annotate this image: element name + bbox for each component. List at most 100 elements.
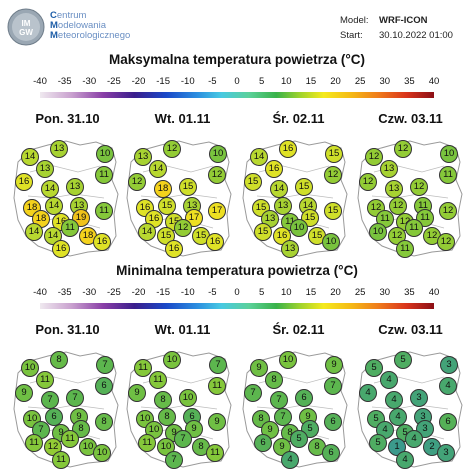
start-label: Start: [340,30,363,41]
temperature-marker: 9 [128,384,146,402]
scale-tick-label: 15 [305,287,317,298]
section-title: Minimalna temperatura powietrza (°C) [116,263,358,278]
temperature-marker: 15 [244,173,262,191]
temperature-marker: 8 [308,438,326,456]
temperature-marker: 9 [208,413,226,431]
temperature-marker: 15 [324,202,342,220]
temperature-marker: 4 [396,451,414,469]
temperature-marker: 12 [437,233,455,251]
section-title: Maksymalna temperatura powietrza (°C) [109,52,365,67]
temperature-marker: 16 [206,233,224,251]
temperature-marker: 13 [134,148,152,166]
temperature-marker: 4 [380,371,398,389]
forecast-map: 12 12 10 13 11 12 13 12 12 12 11 11 12 11 12 10 12 11 12 11… [352,132,464,258]
temperature-marker: 8 [50,351,68,369]
forecast-map: 14 16 15 16 12 15 14 15 15 13 14 13 11 15 15 15 16 10 15 13… [237,132,349,258]
scale-tick-label: -25 [107,76,121,87]
temperature-marker: 6 [324,413,342,431]
forecast-map: 10 8 7 11 6 9 7 7 10 6 9 7 9 8 8 11 12 11 10 11 10 [8,343,120,469]
temperature-marker: 12 [365,148,383,166]
temperature-marker: 4 [359,384,377,402]
temperature-marker: 11 [25,434,43,452]
scale-tick-label: 30 [379,76,391,87]
scale-tick-label: 0 [234,287,240,298]
temperature-marker: 5 [394,351,412,369]
temperature-marker: 5 [369,434,387,452]
scale-tick-label: -5 [208,287,217,298]
temperature-marker: 12 [174,219,192,237]
temperature-marker: 16 [265,160,283,178]
scale-tick-label: -20 [131,76,146,87]
temperature-marker: 11 [95,202,113,220]
temperature-marker: 10 [369,223,387,241]
temperature-marker: 13 [380,160,398,178]
temperature-marker: 3 [437,444,455,462]
scale-tick-label: 35 [404,76,415,87]
temperature-marker: 7 [209,356,227,374]
temperature-marker: 7 [270,391,288,409]
forecast-map: 9 10 9 8 7 7 7 6 8 7 9 9 8 5 6 6 9 5 8 4 6 [237,343,349,469]
scale-tick-label: 5 [258,76,265,87]
temperature-marker: 8 [265,371,283,389]
temperature-marker: 16 [15,173,33,191]
day-label: Śr. 02.11 [272,322,325,337]
scale-tick-label: 40 [428,76,440,87]
temperature-marker: 11 [149,371,167,389]
temperature-marker: 13 [281,240,299,258]
scale-tick-label: 0 [234,76,240,87]
scale-tick-label: -40 [33,76,47,87]
temperature-marker: 6 [439,413,457,431]
temperature-marker: 16 [279,140,297,158]
scale-tick-label: 5 [258,287,265,298]
temperature-marker: 14 [250,148,268,166]
temperature-marker: 4 [439,377,457,395]
scale-tick-label: 10 [280,76,292,87]
imgw-logo: IM GW [7,8,45,46]
temperature-marker: 12 [359,173,377,191]
temperature-marker: 9 [250,359,268,377]
temperature-marker: 6 [322,444,340,462]
scale-tick-label: -35 [57,76,72,87]
scale-tick-label: 40 [428,287,440,298]
temperature-marker: 13 [66,178,84,196]
day-label: Wt. 01.11 [154,111,211,126]
temperature-marker: 14 [25,223,43,241]
temperature-marker: 5 [365,359,383,377]
temperature-marker: 10 [163,351,181,369]
temperature-marker: 15 [254,223,272,241]
day-label: Czw. 03.11 [378,111,443,126]
temperature-color-scale: -40 -35 -30 -25 -20 -15 -10 -5 0 5 10 15 20 25 30 35 40 [31,76,443,116]
day-label: Wt. 01.11 [154,322,211,337]
scale-tick-label: -10 [180,287,195,298]
scale-tick-label: -30 [82,76,97,87]
scale-color-bar [40,92,434,98]
temperature-marker: 9 [325,356,343,374]
temperature-marker: 16 [52,240,70,258]
temperature-marker: 10 [279,351,297,369]
scale-tick-label: -10 [180,76,195,87]
temperature-marker: 6 [254,434,272,452]
scale-tick-label: -35 [57,287,72,298]
temperature-marker: 4 [385,391,403,409]
temperature-marker: 11 [61,430,79,448]
scale-tick-label: 30 [379,287,391,298]
temperature-marker: 15 [179,178,197,196]
temperature-marker: 17 [208,202,226,220]
temperature-marker: 7 [244,384,262,402]
start-value: 30.10.2022 01:00 [379,30,453,41]
model-label: Model: [340,15,369,26]
model-value: WRF-ICON [379,15,428,26]
scale-color-bar [40,303,434,309]
scale-tick-label: 25 [354,76,366,87]
temperature-marker: 15 [192,227,210,245]
temperature-marker: 6 [95,377,113,395]
scale-tick-label: 25 [354,287,366,298]
temperature-marker: 7 [165,451,183,469]
day-label: Pon. 31.10 [35,322,100,337]
temperature-marker: 13 [50,140,68,158]
scale-tick-label: -15 [156,76,170,87]
forecast-map: 13 12 10 14 12 12 18 15 16 15 13 16 15 17 17 14 15 12 15 16… [121,132,233,258]
temperature-marker: 11 [396,240,414,258]
temperature-marker: 8 [154,391,172,409]
